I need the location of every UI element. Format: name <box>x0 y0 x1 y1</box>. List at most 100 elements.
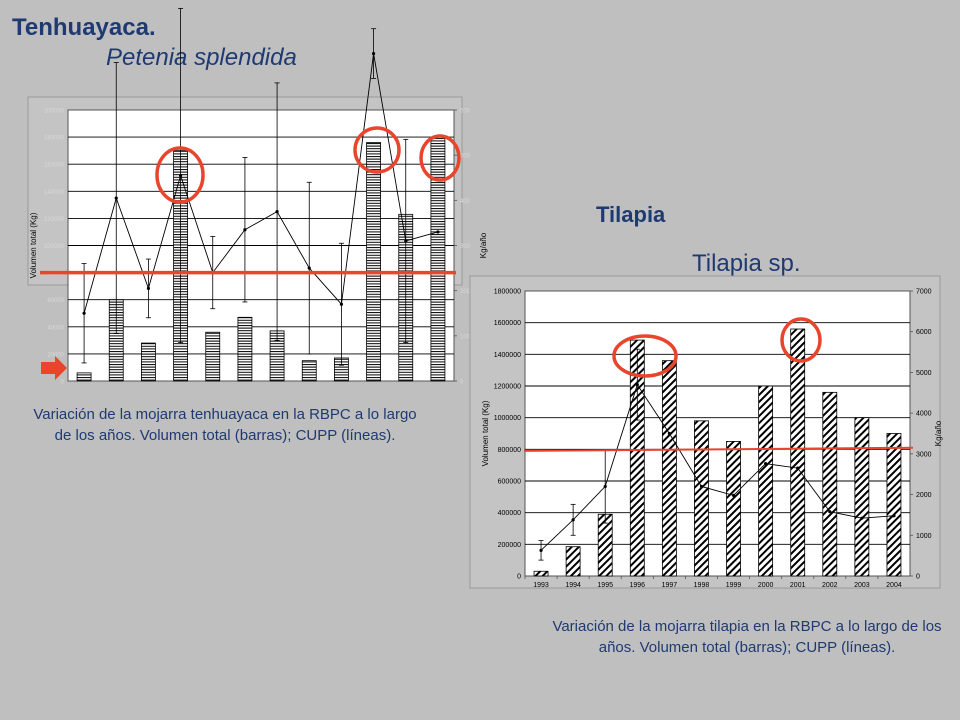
tenhuayaca-y2-axis-label: Kg/año <box>479 232 488 258</box>
tilapia-x-tick-label-1994: 1994 <box>565 582 581 589</box>
tilapia-y-tick-label: 1600000 <box>494 320 521 327</box>
tilapia-x-tick-label-2000: 2000 <box>758 582 774 589</box>
tilapia-cupp-point-1994 <box>571 518 575 522</box>
tilapia-y2-tick-label: 5000 <box>916 370 932 377</box>
tenhuayaca-cupp-point-2003 <box>404 239 408 243</box>
tenhuayaca-cupp-point-1995 <box>146 286 151 291</box>
tenhuayaca-bar-1995 <box>141 342 156 382</box>
tilapia-plot-area <box>524 290 911 577</box>
tilapia-cupp-point-1996 <box>635 383 639 387</box>
tilapia-y-tick-label: 1800000 <box>494 289 521 296</box>
tenhuayaca-bar-1993 <box>76 372 92 382</box>
tenhuayaca-y-tick-label: 0 <box>61 380 65 386</box>
tilapia-cupp-line <box>540 383 894 551</box>
caption-tenhuayaca: Variación de la mojarra tenhuayaca en la… <box>33 406 417 444</box>
tenhuayaca-y-axis-label: Volumen total (Kg) <box>29 212 38 278</box>
tenhuayaca-cupp-point-2004 <box>436 230 440 234</box>
tenhuayaca-bar-1998 <box>237 316 253 382</box>
tilapia-x-tick-label-1998: 1998 <box>694 582 710 589</box>
tenhuayaca-cupp-point-2000 <box>307 266 311 270</box>
tenhuayaca-y-tick-label: 100000 <box>44 244 65 250</box>
tilapia-reference-line <box>523 446 914 452</box>
tilapia-y2-tick-label: 0 <box>916 574 920 581</box>
tenhuayaca-y-tick-label: 120000 <box>44 217 65 223</box>
tenhuayaca-y2-tick-label: 600 <box>460 109 471 115</box>
tenhuayaca-highlight-circle-1996 <box>155 146 205 204</box>
tilapia-bar-1995 <box>597 513 613 577</box>
tilapia-y2-tick-label: 4000 <box>916 411 932 418</box>
tilapia-y-tick-label: 0 <box>517 574 521 581</box>
tenhuayaca-cupp-point-1993 <box>82 311 86 315</box>
tenhuayaca-y-tick-label: 180000 <box>44 136 65 142</box>
tilapia-y-tick-label: 1200000 <box>494 384 521 391</box>
tilapia-y2-tick-label: 2000 <box>916 492 932 499</box>
tilapia-x-tick-label-2003: 2003 <box>854 582 870 589</box>
tenhuayaca-highlight-circle-2003 <box>419 134 461 182</box>
tilapia-cupp-point-2002 <box>828 510 832 514</box>
tenhuayaca-y2-tick-label: 200 <box>460 289 471 295</box>
tilapia-y-tick-label: 1000000 <box>494 415 521 422</box>
tilapia-y2-axis-label: Kg/año <box>934 420 943 446</box>
tilapia-bar-2002 <box>822 391 838 577</box>
tilapia-y-tick-label: 400000 <box>498 510 521 517</box>
tilapia-y-tick-label: 800000 <box>498 447 521 454</box>
tilapia-y-axis-label: Volumen total (Kg) <box>481 400 490 466</box>
tenhuayaca-bar-1997 <box>205 331 221 382</box>
tenhuayaca-y-tick-label: 20000 <box>47 352 64 358</box>
tenhuayaca-y2-tick-label: 400 <box>460 199 471 205</box>
tilapia-x-tick-label-2004: 2004 <box>886 582 902 589</box>
tilapia-y-tick-label: 1400000 <box>494 352 521 359</box>
slide-subtitle-tilapia-sp: Tilapia sp. <box>692 250 801 277</box>
tilapia-cupp-point-1999 <box>731 493 736 497</box>
tenhuayaca-y-tick-label: 140000 <box>44 190 65 196</box>
tilapia-bar-1997 <box>661 360 677 577</box>
tilapia-y2-tick-label: 1000 <box>916 533 932 540</box>
tilapia-bar-1999 <box>726 441 741 577</box>
tilapia-highlight-circle-1996 <box>612 334 678 378</box>
tilapia-bar-2000 <box>758 385 774 577</box>
tilapia-bar-2001 <box>790 328 806 577</box>
tilapia-y-tick-label: 600000 <box>498 479 521 486</box>
tenhuayaca-bar-2000 <box>301 360 317 382</box>
tilapia-y2-tick-label: 3000 <box>916 451 932 458</box>
tilapia-cupp-point-2004 <box>892 514 896 518</box>
tenhuayaca-highlight-circle-2001 <box>353 126 401 174</box>
tilapia-y-tick-label: 200000 <box>498 542 521 549</box>
tilapia-y2-tick-label: 7000 <box>916 289 932 296</box>
tilapia-bar-1998 <box>694 420 709 577</box>
tenhuayaca-y-tick-label: 60000 <box>47 298 64 304</box>
tilapia-cupp-point-2000 <box>764 462 768 466</box>
tilapia-bar-2003 <box>854 417 870 577</box>
tenhuayaca-y2-tick-label: 0 <box>460 380 464 386</box>
tenhuayaca-y-tick-label: 200000 <box>44 109 65 115</box>
tilapia-x-tick-label-1999: 1999 <box>726 582 742 589</box>
tenhuayaca-cupp-point-2001 <box>339 302 344 306</box>
tilapia-x-tick-label-1996: 1996 <box>630 582 646 589</box>
tenhuayaca-y-tick-label: 160000 <box>44 163 65 169</box>
tilapia-cupp-point-1995 <box>603 484 607 489</box>
tilapia-x-tick-label-2001: 2001 <box>790 582 806 589</box>
tenhuayaca-y2-tick-label: 300 <box>460 244 471 250</box>
tenhuayaca-arrow-1993 <box>41 356 67 380</box>
tilapia-x-tick-label-2002: 2002 <box>822 582 838 589</box>
tilapia-cupp-point-2001 <box>796 466 800 470</box>
tilapia-bar-1996 <box>629 339 645 577</box>
tenhuayaca-cupp-point-1994 <box>114 196 118 200</box>
tilapia-cupp-point-1993 <box>539 548 543 552</box>
tilapia-highlight-circle-2001 <box>780 317 822 363</box>
tilapia-x-tick-label-1993: 1993 <box>533 582 549 589</box>
tilapia-x-tick-label-1997: 1997 <box>662 582 678 589</box>
tenhuayaca-y-tick-label: 40000 <box>47 325 64 331</box>
tilapia-cupp-point-2003 <box>860 516 864 520</box>
tenhuayaca-y2-tick-label: 500 <box>460 154 471 160</box>
tenhuayaca-bar-2002 <box>366 142 381 382</box>
tilapia-cupp-point-1997 <box>667 431 671 436</box>
tenhuayaca-bar-2004 <box>430 138 446 382</box>
tenhuayaca-cupp-point-1996 <box>178 173 183 178</box>
slide-title-tilapia: Tilapia <box>596 202 666 227</box>
tilapia-bar-2004 <box>886 433 902 577</box>
tilapia-bar-1993 <box>533 570 549 577</box>
caption-tilapia: Variación de la mojarra tilapia en la RB… <box>552 618 942 656</box>
tenhuayaca-cupp-point-1998 <box>243 228 247 232</box>
